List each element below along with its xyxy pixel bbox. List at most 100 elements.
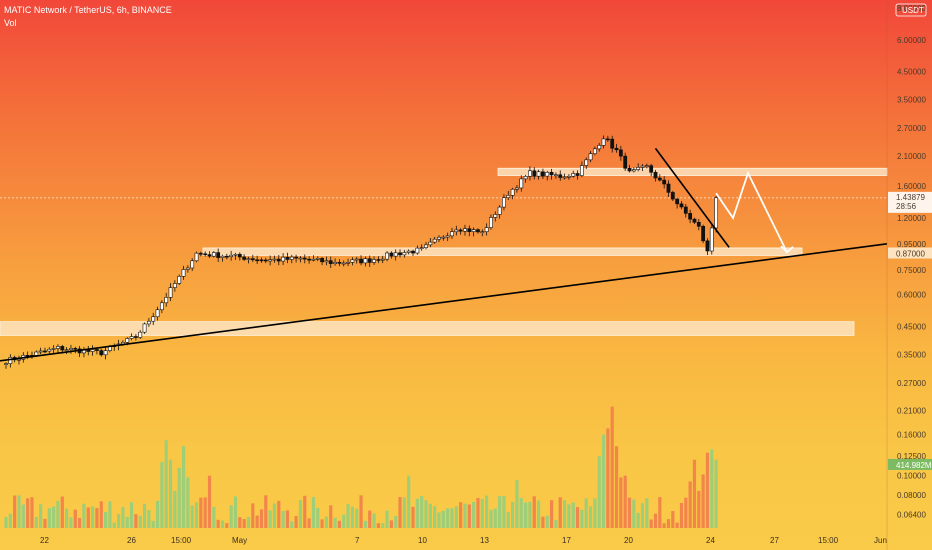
volume-bar [511, 501, 515, 528]
candle-body [497, 206, 502, 215]
volume-bar [47, 508, 51, 528]
candle-body [86, 349, 91, 352]
volume-bar [26, 498, 30, 528]
volume-bar [606, 428, 610, 528]
volume-bar [324, 516, 329, 528]
volume-bar [549, 500, 554, 528]
volume-bar [472, 501, 476, 528]
volume-bar [225, 523, 229, 528]
volume-bar [467, 504, 471, 528]
volume-bar [666, 519, 671, 528]
candle-body [714, 197, 719, 229]
candle-body [380, 258, 385, 261]
candle-body [385, 252, 389, 260]
candle-body [631, 169, 636, 172]
candle-body [541, 171, 545, 177]
volume-bar [515, 480, 519, 528]
volume-bar [168, 459, 173, 528]
time-tick-label: 13 [480, 536, 489, 545]
volume-bar [658, 497, 662, 528]
volume-bar [17, 495, 21, 528]
volume-bar [99, 501, 103, 528]
candle-body [129, 336, 134, 339]
volume-bar [103, 512, 108, 528]
volume-bar [692, 459, 697, 528]
volume-bar [116, 513, 121, 528]
candle-body [268, 259, 273, 262]
volume-bar [528, 501, 532, 528]
price-tick-label: 6.00000 [897, 36, 926, 45]
candle-body [549, 171, 554, 176]
level-price-tag [888, 247, 932, 259]
volume-bar [8, 513, 12, 528]
volume-bar [597, 456, 601, 528]
volume-bar [307, 518, 311, 528]
candle-body [315, 258, 320, 260]
volume-bar [4, 516, 8, 528]
volume-bar [610, 406, 614, 528]
candle-body [454, 229, 459, 233]
volume-bar [52, 506, 56, 528]
candle-body [43, 350, 47, 353]
candle-body [125, 338, 130, 343]
level-price-value: 0.87000 [896, 250, 925, 259]
candle-body [458, 229, 463, 232]
candle-body [432, 238, 437, 243]
candle-body [510, 188, 515, 196]
candle-body [398, 252, 402, 256]
candle-body [302, 257, 307, 260]
candle-body [324, 260, 329, 263]
candle-body [177, 276, 182, 284]
volume-bar [134, 514, 138, 528]
volume-bar [476, 498, 480, 528]
price-tick-label: 0.27000 [897, 379, 926, 388]
candle-body [489, 217, 493, 228]
candle-body [90, 349, 95, 352]
volume-bar [524, 502, 528, 528]
volume-bar [333, 517, 337, 528]
volume-bar [255, 515, 259, 528]
volume-indicator-label[interactable]: Vol [4, 18, 17, 28]
candle-body [4, 363, 8, 366]
volume-bar [675, 522, 679, 528]
volume-bar [268, 510, 272, 528]
volume-bar [415, 498, 419, 528]
candle-body [506, 195, 511, 198]
candle-body [523, 176, 528, 180]
candle-body [532, 170, 537, 177]
price-tick-label: 8.00000 [897, 4, 926, 13]
volume-bar [368, 510, 372, 528]
volume-bar [173, 490, 177, 528]
volume-bar [177, 467, 181, 528]
volume-bar [571, 502, 575, 528]
candle-body [259, 259, 264, 262]
volume-bar [69, 517, 73, 528]
volume-bar [645, 498, 649, 528]
volume-bar [558, 497, 562, 528]
symbol-title[interactable]: MATIC Network / TetherUS, 6h, BINANCE [4, 5, 172, 15]
volume-bar [337, 520, 342, 528]
volume-bar [212, 506, 216, 528]
volume-bar [82, 503, 86, 528]
candle-body [142, 323, 147, 333]
candle-body [272, 258, 277, 261]
volume-bar [398, 497, 402, 528]
candle-body [341, 262, 346, 265]
candle-body [562, 176, 567, 179]
candle-body [441, 236, 446, 239]
candle-body [484, 227, 489, 232]
volume-bar [242, 519, 246, 528]
candle-body [276, 258, 281, 262]
candle-body [679, 203, 684, 208]
volume-bar [446, 508, 450, 528]
volume-bar [264, 495, 268, 528]
volume-bar [155, 500, 160, 528]
volume-bar [30, 497, 34, 528]
volume-bar [407, 475, 411, 528]
volume-bar [640, 503, 645, 528]
volume-bar [506, 512, 510, 528]
volume-bar [21, 504, 25, 528]
volume-bar [485, 495, 489, 528]
